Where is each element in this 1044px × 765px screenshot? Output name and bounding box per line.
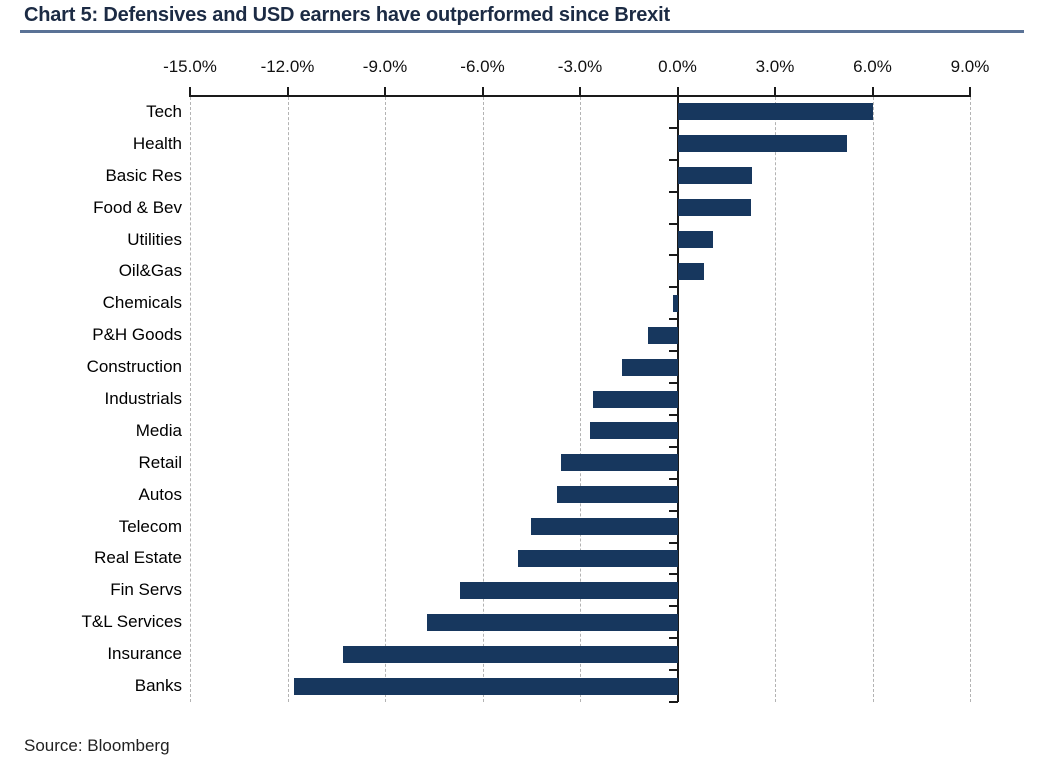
category-axis-tick	[668, 637, 678, 640]
x-axis-tick	[189, 87, 191, 95]
category-label: Banks	[134, 676, 182, 696]
bar-health	[677, 135, 847, 153]
category-label: Basic Res	[105, 165, 182, 185]
bar-retail	[560, 454, 678, 472]
zero-axis-line	[676, 87, 679, 702]
category-label: Construction	[86, 357, 182, 377]
x-axis-tick-label: 9.0%	[950, 57, 990, 76]
x-axis-tick	[579, 87, 581, 95]
bar-insurance	[342, 645, 678, 663]
vertical-gridline	[872, 97, 874, 702]
bar-oil-gas	[677, 262, 704, 280]
x-axis-tick-label: -12.0%	[260, 57, 315, 76]
category-label: Utilities	[127, 229, 182, 249]
x-axis-tick-label: 6.0%	[853, 57, 892, 76]
category-label: Food & Bev	[93, 197, 182, 217]
x-axis-tick	[286, 87, 289, 95]
bar-utilities	[677, 231, 714, 249]
category-axis-tick	[668, 541, 678, 544]
bar-construction	[622, 358, 678, 376]
vertical-gridline	[190, 97, 191, 702]
vertical-gridline	[970, 97, 971, 702]
category-axis-tick	[668, 222, 678, 225]
category-label: Insurance	[107, 644, 182, 664]
bar-banks	[294, 677, 678, 695]
vertical-gridline	[580, 97, 581, 702]
category-label: Industrials	[104, 389, 182, 408]
x-axis-tick	[871, 87, 874, 95]
x-axis-tick	[481, 87, 484, 95]
category-label: Health	[132, 133, 182, 153]
vertical-gridline	[385, 97, 386, 702]
bar-p-h-goods	[648, 326, 678, 344]
x-axis-tick	[384, 87, 386, 95]
vertical-gridline	[287, 97, 289, 702]
category-axis-tick	[668, 350, 678, 353]
category-label: Chemicals	[102, 293, 182, 313]
category-label: Real Estate	[94, 548, 182, 568]
title-rule	[20, 30, 1024, 33]
bar-tech	[677, 103, 873, 121]
category-axis-tick	[668, 318, 678, 321]
x-axis-line	[189, 95, 971, 97]
x-axis-tick	[969, 87, 971, 95]
category-axis-tick	[668, 190, 678, 193]
category-label: Fin Servs	[110, 580, 182, 600]
category-label: P&H Goods	[92, 325, 182, 345]
category-axis-tick	[668, 445, 678, 448]
bar-real-estate	[518, 549, 678, 567]
category-axis-tick	[668, 413, 678, 416]
x-axis-tick-label: -9.0%	[362, 57, 408, 76]
category-label: Tech	[146, 101, 182, 121]
category-label: Media	[135, 420, 182, 440]
x-axis-tick-label: -15.0%	[163, 57, 217, 76]
category-axis-tick	[668, 701, 678, 703]
bar-food-bev	[677, 199, 751, 217]
bar-media	[589, 422, 678, 440]
x-axis-tick	[774, 87, 776, 95]
category-label: T&L Services	[81, 612, 182, 632]
bar-chemicals	[672, 294, 678, 312]
source-note: Source: Bloomberg	[24, 736, 170, 755]
category-axis-tick	[668, 126, 678, 129]
category-label: Retail	[138, 452, 182, 472]
bar-t-l-services	[427, 613, 678, 631]
category-axis-tick	[668, 382, 678, 385]
category-label: Autos	[138, 484, 182, 504]
category-label: Oil&Gas	[118, 261, 182, 281]
bar-telecom	[531, 518, 678, 536]
category-axis-tick	[668, 286, 678, 289]
category-axis-tick	[668, 605, 678, 608]
category-axis-tick	[668, 158, 678, 161]
category-axis-tick	[668, 573, 678, 576]
vertical-gridline	[482, 97, 484, 702]
x-axis-tick-label: -3.0%	[557, 57, 603, 76]
chart-title: Chart 5: Defensives and USD earners have…	[24, 4, 670, 26]
x-axis-tick-label: -6.0%	[460, 57, 505, 76]
bar-industrials	[593, 390, 678, 408]
bar-autos	[557, 486, 678, 504]
x-axis-tick-label: 0.0%	[658, 57, 697, 76]
vertical-gridline	[775, 97, 776, 702]
x-axis-tick-label: 3.0%	[755, 57, 795, 76]
bar-basic-res	[677, 167, 753, 185]
category-label: Telecom	[118, 516, 182, 536]
category-axis-tick	[668, 509, 678, 512]
category-axis-tick	[668, 669, 678, 672]
category-axis-tick	[668, 254, 678, 257]
bar-fin-servs	[459, 581, 678, 599]
category-axis-tick	[668, 477, 678, 480]
